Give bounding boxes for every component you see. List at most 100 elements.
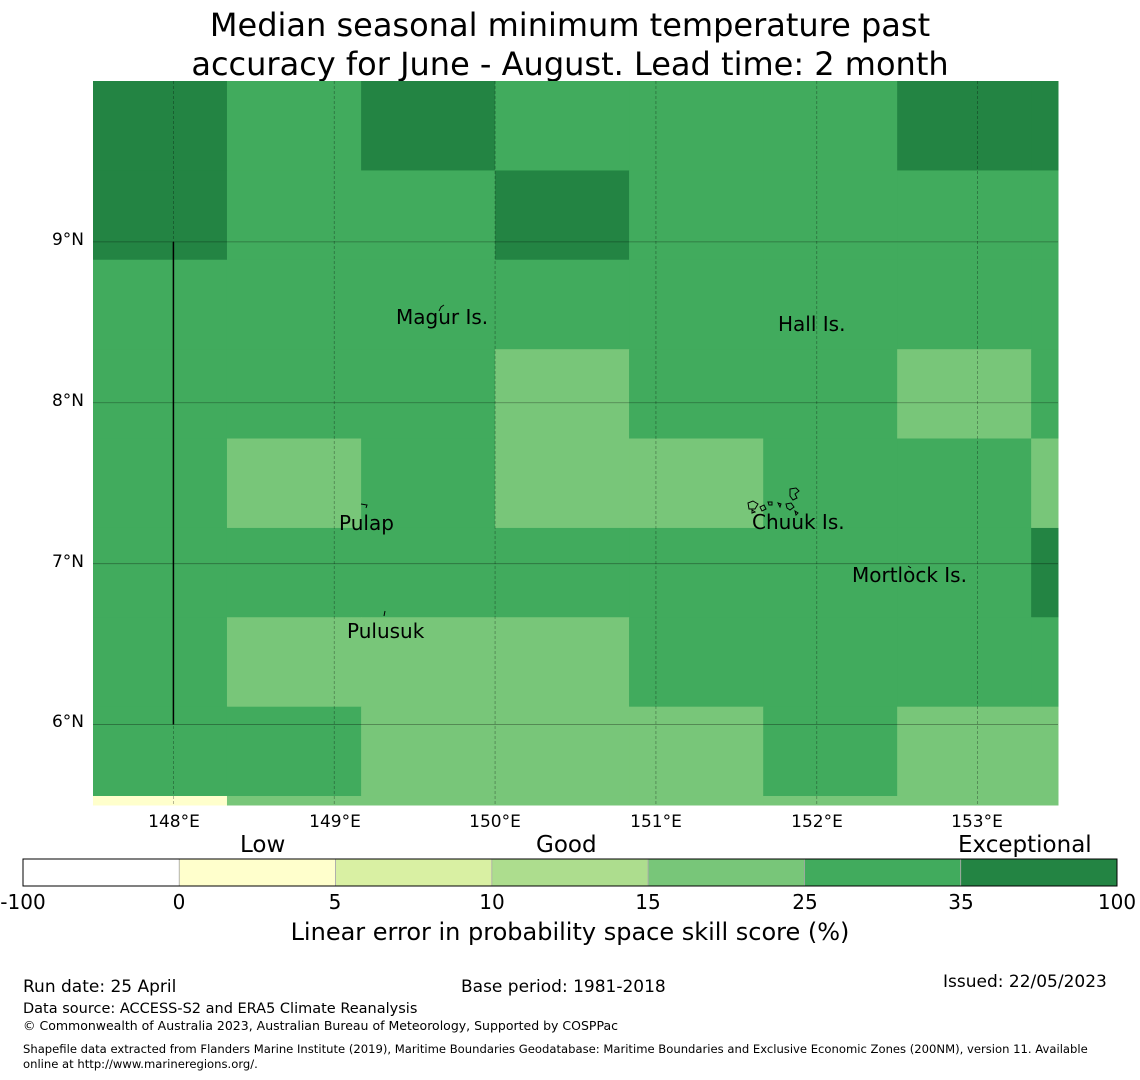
skill-cell xyxy=(361,349,496,439)
place-label-mortlock: Mortlock Is. xyxy=(852,563,967,587)
lon-tick-label: 153°E xyxy=(951,812,1003,832)
skill-cell xyxy=(361,617,496,708)
colorbar-swatch xyxy=(491,858,649,887)
skill-cell xyxy=(897,349,1032,439)
lat-tick-label: 8°N xyxy=(51,391,84,411)
skill-cell xyxy=(897,438,1032,529)
skill-cell xyxy=(226,81,362,171)
base-period: Base period: 1981-2018 xyxy=(461,977,666,997)
colorbar-swatch xyxy=(22,858,180,887)
skill-cell xyxy=(93,170,228,261)
colorbar-category-exceptional: Exceptional xyxy=(958,832,1092,858)
skill-cell xyxy=(495,527,630,618)
colorbar-frame xyxy=(22,858,1118,887)
colorbar-tick-label: 25 xyxy=(792,890,818,914)
skill-cell xyxy=(495,706,630,797)
skill-cell xyxy=(763,706,898,797)
shapefile-credit-line-1: Shapefile data extracted from Flanders M… xyxy=(23,1042,1088,1056)
colorbar-tick-label: 15 xyxy=(635,890,661,914)
skill-cell xyxy=(1031,349,1059,439)
skill-cell xyxy=(1031,170,1059,261)
skill-cell xyxy=(763,259,898,350)
skill-cell xyxy=(763,527,898,618)
skill-cell xyxy=(763,438,898,529)
skill-cell xyxy=(763,795,898,806)
skill-cell xyxy=(763,170,898,261)
lat-tick-label: 6°N xyxy=(51,712,84,732)
skill-cell xyxy=(897,81,1032,171)
chuuk-islands-outline xyxy=(747,487,800,516)
skill-cell xyxy=(495,617,630,708)
skill-cell xyxy=(226,438,362,529)
skill-cell xyxy=(763,81,898,171)
skill-cell xyxy=(897,170,1032,261)
lon-tick-label: 149°E xyxy=(309,812,361,832)
skill-cell xyxy=(495,795,630,806)
skill-cell xyxy=(629,170,764,261)
skill-cell xyxy=(897,259,1032,350)
skill-cell xyxy=(93,438,228,529)
colorbar-tick-label: 0 xyxy=(172,890,186,914)
colorbar-tick-label: 35 xyxy=(948,890,974,914)
place-label-pulap: Pulap xyxy=(339,511,394,535)
skill-cell xyxy=(361,438,496,529)
skill-cell xyxy=(1031,81,1059,171)
skill-cell xyxy=(93,527,228,618)
colorbar-label: Linear error in probability space skill … xyxy=(290,918,850,946)
skill-cell xyxy=(495,259,630,350)
colorbar-tick-label: 10 xyxy=(479,890,505,914)
skill-cell xyxy=(1031,259,1059,350)
skill-cell xyxy=(361,170,496,261)
colorbar-category-good: Good xyxy=(536,832,597,858)
skill-cell xyxy=(361,81,496,171)
skill-cell xyxy=(226,527,362,618)
skill-cell xyxy=(1031,438,1059,529)
skill-cell xyxy=(629,617,764,708)
skill-cell xyxy=(93,706,228,797)
skill-cell xyxy=(629,438,764,529)
skill-cell xyxy=(93,81,228,171)
skill-cell xyxy=(629,349,764,439)
map-title-line-1: Median seasonal minimum temperature past xyxy=(209,6,931,44)
skill-cell xyxy=(897,795,1032,806)
skill-cell xyxy=(495,438,630,529)
colorbar-tick-label: 100 xyxy=(1097,890,1137,914)
skill-cell xyxy=(629,795,764,806)
run-date: Run date: 25 April xyxy=(23,977,177,997)
colorbar-tick-label: 5 xyxy=(328,890,342,914)
skill-cell xyxy=(1031,795,1059,806)
skill-cell xyxy=(361,527,496,618)
data-source: Data source: ACCESS-S2 and ERA5 Climate … xyxy=(23,1001,418,1017)
place-label-hall: Hall Is. xyxy=(778,312,846,336)
colorbar-swatch xyxy=(804,858,962,887)
mortlock-islands-outline xyxy=(907,565,912,569)
skill-cell xyxy=(226,349,362,439)
colorbar-swatch xyxy=(335,858,493,887)
skill-cell xyxy=(495,81,630,171)
skill-cell xyxy=(361,259,496,350)
skill-cell xyxy=(897,617,1032,708)
copyright-notice: © Commonwealth of Australia 2023, Austra… xyxy=(23,1018,618,1033)
map-title-line-2: accuracy for June - August. Lead time: 2… xyxy=(191,45,949,83)
skill-cell xyxy=(361,795,496,806)
skill-cell xyxy=(763,349,898,439)
colorbar-tick-label: -100 xyxy=(0,890,46,914)
skill-cell xyxy=(897,706,1032,797)
skill-cell xyxy=(629,81,764,171)
magur-island-outline xyxy=(438,304,445,312)
pulusuk-island-outline xyxy=(383,610,386,617)
skill-cell xyxy=(93,259,228,350)
skill-cell xyxy=(897,527,1032,618)
colorbar-category-low: Low xyxy=(240,832,286,858)
skill-cell xyxy=(93,349,228,439)
pulap-island-outline xyxy=(360,503,368,509)
colorbar-swatch xyxy=(178,858,336,887)
issued-date: Issued: 22/05/2023 xyxy=(943,972,1107,992)
lon-tick-label: 152°E xyxy=(791,812,843,832)
skill-cell xyxy=(93,617,228,708)
skill-cell xyxy=(763,617,898,708)
lon-tick-label: 148°E xyxy=(148,812,200,832)
skill-cell xyxy=(361,706,496,797)
skill-cell xyxy=(629,259,764,350)
